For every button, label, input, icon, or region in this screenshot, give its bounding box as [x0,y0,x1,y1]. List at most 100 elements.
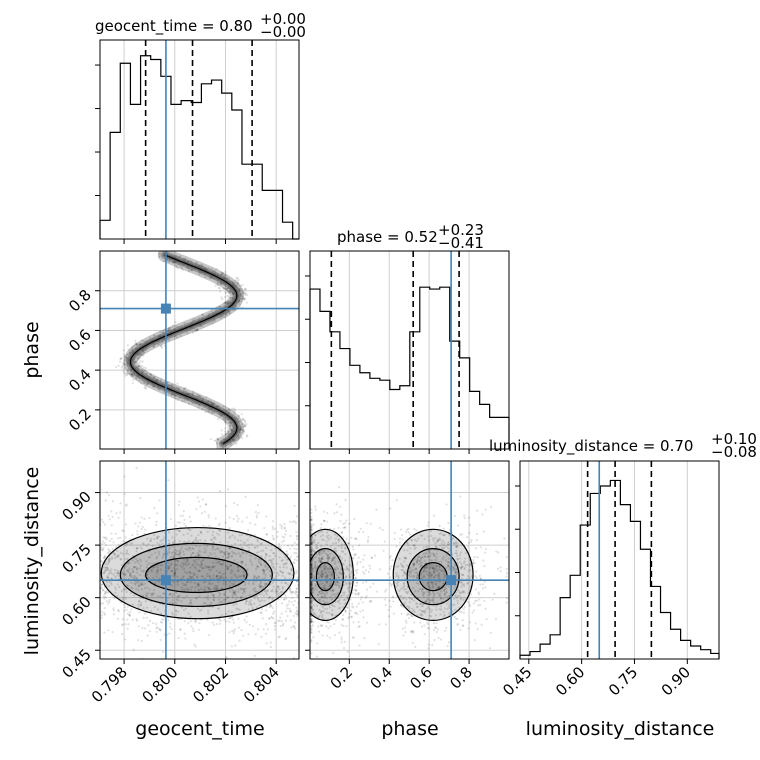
sample-point [123,363,127,366]
sample-point [132,375,135,378]
sample-point [356,612,359,616]
sample-point [463,517,466,520]
sample-point [106,576,109,579]
sample-point [340,636,343,639]
sample-point [323,549,326,552]
sample-point [414,546,417,550]
sample-point [195,402,198,405]
sample-point [432,621,435,625]
x-axis-label-geocent-time: geocent_time [135,718,264,740]
sample-point [442,597,445,600]
sample-point [340,530,344,534]
sample-point [206,572,209,575]
sample-point [224,291,227,294]
sample-point [310,565,313,568]
sample-point [221,563,224,566]
sample-point [430,573,434,576]
sample-point [505,601,508,604]
sample-point [200,263,203,267]
sample-point [290,567,293,571]
sample-point [153,582,156,585]
sample-point [121,623,124,627]
sample-point [363,554,366,557]
sample-point [410,598,414,601]
sample-point [168,327,171,330]
sample-point [288,607,291,610]
sample-point [108,549,111,552]
sample-point [392,612,395,615]
sample-point [154,378,157,381]
sample-point [310,580,313,583]
sample-point [260,563,263,567]
sample-point [103,612,106,615]
sample-point [238,290,242,293]
sample-point [463,514,466,517]
sample-point [216,283,220,287]
sample-point [128,614,131,617]
sample-point [233,409,237,412]
sample-point [429,580,432,583]
sample-point [229,571,233,575]
sample-point [310,571,313,574]
sample-point [189,580,192,584]
sample-point [187,270,190,273]
sample-point [184,258,187,261]
sample-point [239,575,243,578]
sample-point [469,540,472,543]
sample-point [145,387,148,390]
sample-point [126,373,129,376]
sample-point [431,566,434,570]
sample-point [223,553,226,556]
sample-point [199,505,202,508]
sample-point [354,611,358,614]
sample-point [126,562,130,565]
sample-point [123,606,127,609]
sample-point [337,538,340,541]
sample-point [192,547,195,551]
sample-point [322,617,325,620]
sample-point [325,535,328,538]
sample-point [440,608,443,611]
sample-point [152,345,155,348]
sample-point [310,631,313,634]
sample-point [166,553,169,556]
sample-point [225,583,228,586]
sample-point [184,637,187,640]
sample-point [107,572,110,576]
sample-point [137,584,140,587]
sample-point [406,613,409,617]
sample-point [227,553,230,556]
sample-point [198,403,201,407]
sample-point [441,569,444,572]
sample-point [441,557,444,560]
sample-point [207,400,210,403]
sample-point [106,568,109,571]
sample-point [462,611,466,614]
sample-point [173,559,177,562]
sample-point [108,598,111,601]
sample-point [199,530,202,534]
sample-point [268,595,271,599]
sample-point [270,615,273,619]
sample-point [260,593,263,596]
sample-point [105,491,108,494]
sample-point [128,567,131,570]
sample-point [443,544,446,547]
sample-point [229,535,232,538]
sample-point [209,277,212,280]
sample-point [102,588,105,592]
sample-point [484,508,487,511]
sample-point [107,493,110,497]
sample-point [435,545,438,549]
sample-point [200,317,203,320]
sample-point [223,572,226,575]
sample-point [117,571,120,575]
sample-point [138,567,141,570]
sample-point [182,553,186,556]
y-axis-label-luminosity-distance: luminosity_distance [21,467,43,656]
sample-point [156,378,159,381]
sample-point [287,600,291,603]
sample-point [293,599,296,603]
sample-point [253,597,256,600]
sample-point [221,272,224,275]
